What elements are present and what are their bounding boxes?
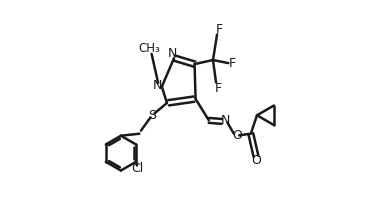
Text: F: F — [214, 82, 222, 95]
Text: N: N — [168, 47, 177, 60]
Text: N: N — [221, 114, 231, 127]
Text: O: O — [251, 154, 261, 167]
Text: CH₃: CH₃ — [139, 42, 160, 55]
Text: Cl: Cl — [131, 162, 143, 175]
Text: F: F — [216, 23, 223, 36]
Text: F: F — [229, 57, 236, 70]
Text: S: S — [149, 109, 157, 122]
Text: N: N — [153, 79, 162, 92]
Text: O: O — [232, 129, 242, 142]
